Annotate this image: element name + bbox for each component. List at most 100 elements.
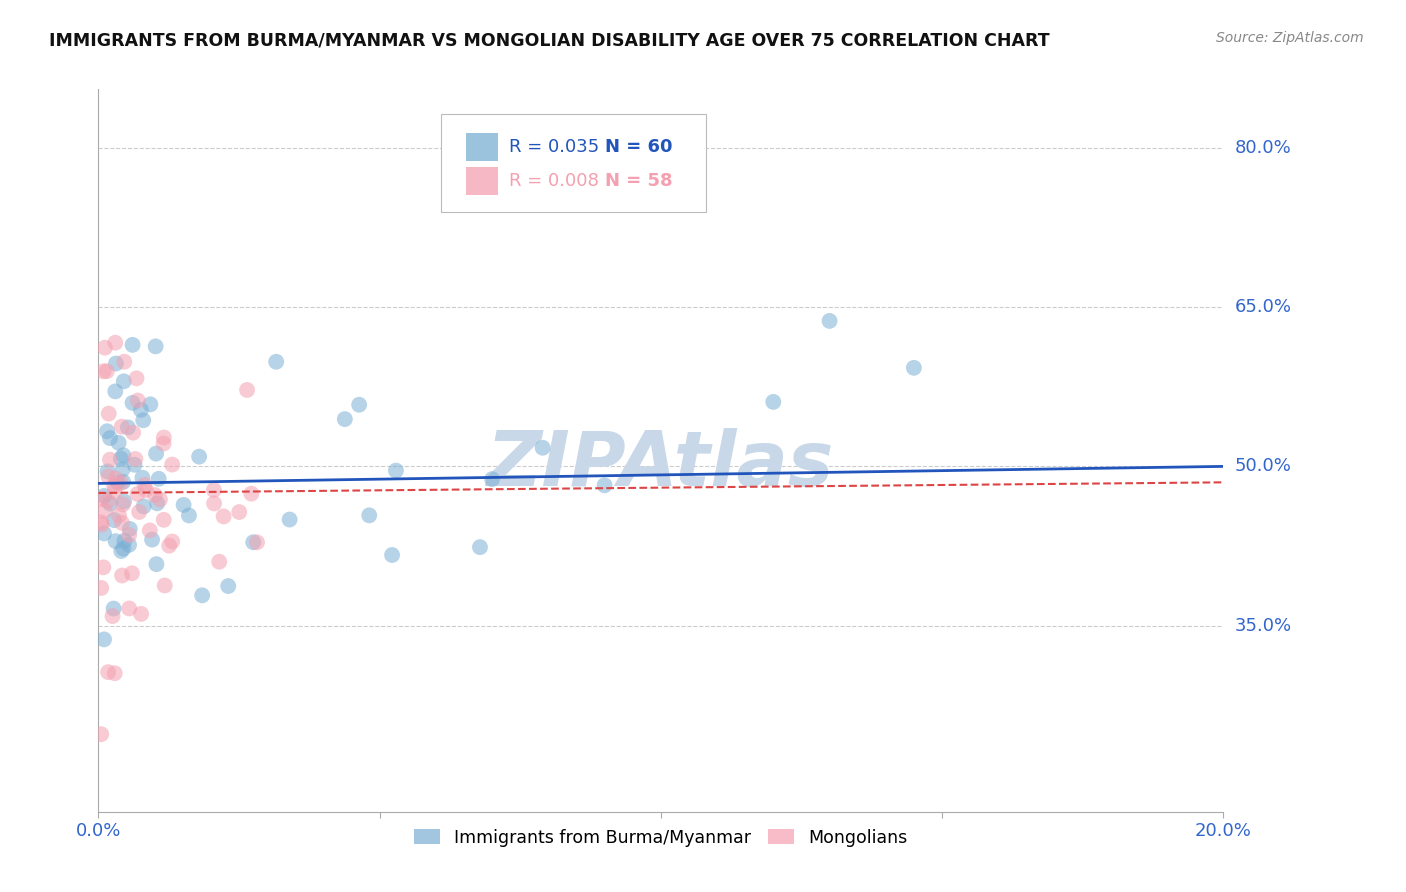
- Text: N = 58: N = 58: [605, 172, 672, 190]
- Text: R = 0.008: R = 0.008: [509, 172, 599, 190]
- Immigrants from Burma/Myanmar: [191, 588, 214, 602]
- Mongolians: [112, 355, 135, 369]
- Immigrants from Burma/Myanmar: [145, 447, 167, 461]
- Immigrants from Burma/Myanmar: [118, 538, 141, 552]
- Immigrants from Burma/Myanmar: [818, 314, 841, 328]
- Mongolians: [97, 407, 120, 421]
- Text: N = 60: N = 60: [605, 138, 672, 156]
- Immigrants from Burma/Myanmar: [124, 458, 146, 472]
- Mongolians: [202, 483, 225, 497]
- Mongolians: [97, 665, 120, 680]
- Mongolians: [153, 430, 176, 444]
- Mongolians: [157, 539, 180, 553]
- Mongolians: [101, 609, 124, 624]
- Immigrants from Burma/Myanmar: [93, 632, 115, 647]
- Mongolians: [118, 528, 141, 542]
- Immigrants from Burma/Myanmar: [762, 395, 785, 409]
- Immigrants from Burma/Myanmar: [531, 441, 554, 455]
- Mongolians: [111, 568, 134, 582]
- Immigrants from Burma/Myanmar: [118, 522, 141, 536]
- Mongolians: [104, 484, 127, 499]
- Immigrants from Burma/Myanmar: [112, 533, 135, 548]
- Immigrants from Burma/Myanmar: [93, 526, 115, 541]
- Mongolians: [111, 516, 134, 530]
- Immigrants from Burma/Myanmar: [278, 512, 301, 526]
- Mongolians: [90, 517, 112, 532]
- Immigrants from Burma/Myanmar: [148, 472, 170, 486]
- Mongolians: [139, 524, 162, 538]
- Text: 80.0%: 80.0%: [1234, 138, 1291, 157]
- Mongolians: [96, 364, 118, 378]
- Mongolians: [212, 509, 235, 524]
- Text: 35.0%: 35.0%: [1234, 616, 1292, 635]
- Immigrants from Burma/Myanmar: [98, 431, 121, 445]
- Mongolians: [108, 508, 131, 523]
- Text: IMMIGRANTS FROM BURMA/MYANMAR VS MONGOLIAN DISABILITY AGE OVER 75 CORRELATION CH: IMMIGRANTS FROM BURMA/MYANMAR VS MONGOLI…: [49, 31, 1050, 49]
- Text: 50.0%: 50.0%: [1234, 458, 1291, 475]
- Mongolians: [149, 492, 172, 507]
- Mongolians: [246, 535, 269, 549]
- Immigrants from Burma/Myanmar: [104, 534, 127, 549]
- Immigrants from Burma/Myanmar: [112, 448, 135, 462]
- Mongolians: [94, 341, 117, 355]
- Immigrants from Burma/Myanmar: [112, 494, 135, 508]
- Immigrants from Burma/Myanmar: [112, 475, 135, 489]
- Mongolians: [121, 566, 143, 581]
- Legend: Immigrants from Burma/Myanmar, Mongolians: Immigrants from Burma/Myanmar, Mongolian…: [408, 822, 914, 854]
- Immigrants from Burma/Myanmar: [347, 398, 370, 412]
- Mongolians: [98, 452, 121, 467]
- Immigrants from Burma/Myanmar: [141, 533, 163, 547]
- Mongolians: [153, 578, 176, 592]
- Mongolians: [93, 560, 115, 574]
- Immigrants from Burma/Myanmar: [242, 535, 264, 549]
- Immigrants from Burma/Myanmar: [468, 540, 491, 554]
- FancyBboxPatch shape: [467, 167, 498, 194]
- Text: R = 0.035: R = 0.035: [509, 138, 599, 156]
- Mongolians: [124, 452, 146, 467]
- Immigrants from Burma/Myanmar: [132, 413, 155, 427]
- Mongolians: [134, 478, 156, 492]
- Mongolians: [135, 483, 157, 497]
- Mongolians: [127, 487, 149, 501]
- Mongolians: [90, 581, 112, 595]
- Immigrants from Burma/Myanmar: [131, 471, 153, 485]
- Immigrants from Burma/Myanmar: [96, 424, 118, 438]
- Immigrants from Burma/Myanmar: [177, 508, 200, 523]
- Immigrants from Burma/Myanmar: [98, 497, 121, 511]
- Text: Source: ZipAtlas.com: Source: ZipAtlas.com: [1216, 31, 1364, 45]
- Immigrants from Burma/Myanmar: [593, 478, 616, 492]
- Immigrants from Burma/Myanmar: [129, 402, 152, 417]
- Mongolians: [162, 458, 184, 472]
- Immigrants from Burma/Myanmar: [107, 435, 129, 450]
- Immigrants from Burma/Myanmar: [481, 472, 503, 486]
- Mongolians: [104, 335, 127, 350]
- Mongolians: [97, 494, 120, 508]
- Mongolians: [202, 496, 225, 510]
- Mongolians: [90, 727, 112, 741]
- FancyBboxPatch shape: [441, 114, 706, 212]
- Mongolians: [97, 469, 120, 483]
- Mongolians: [104, 666, 127, 681]
- Immigrants from Burma/Myanmar: [112, 541, 135, 556]
- FancyBboxPatch shape: [467, 133, 498, 161]
- Immigrants from Burma/Myanmar: [103, 513, 125, 527]
- Mongolians: [125, 371, 148, 385]
- Immigrants from Burma/Myanmar: [146, 496, 169, 510]
- Mongolians: [208, 555, 231, 569]
- Immigrants from Burma/Myanmar: [217, 579, 239, 593]
- Immigrants from Burma/Myanmar: [145, 339, 167, 353]
- Immigrants from Burma/Myanmar: [111, 462, 134, 476]
- Immigrants from Burma/Myanmar: [264, 355, 287, 369]
- Immigrants from Burma/Myanmar: [121, 338, 143, 352]
- Mongolians: [118, 601, 141, 615]
- Immigrants from Burma/Myanmar: [139, 397, 162, 411]
- Immigrants from Burma/Myanmar: [103, 601, 125, 615]
- Mongolians: [90, 515, 112, 529]
- Mongolians: [90, 491, 112, 506]
- Mongolians: [103, 478, 125, 492]
- Mongolians: [111, 419, 134, 434]
- Mongolians: [240, 486, 263, 500]
- Mongolians: [162, 534, 184, 549]
- Mongolians: [143, 488, 166, 502]
- Mongolians: [122, 425, 145, 440]
